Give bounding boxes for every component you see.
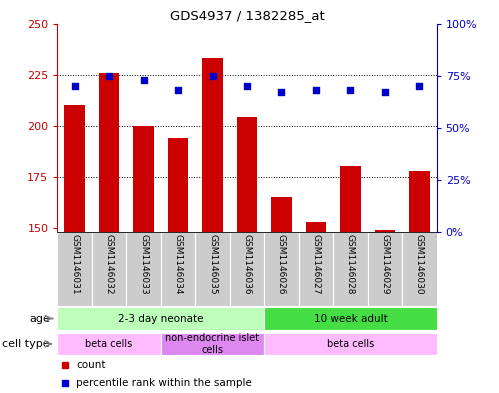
Point [174, 87, 182, 94]
Text: GSM1146033: GSM1146033 [139, 234, 148, 295]
Point [381, 89, 389, 95]
Text: beta cells: beta cells [85, 339, 133, 349]
Bar [195, 232, 230, 306]
Bar [161, 332, 264, 355]
Text: 2-3 day neonate: 2-3 day neonate [118, 314, 204, 323]
Bar [271, 197, 292, 232]
Text: cell type: cell type [2, 339, 50, 349]
Bar [264, 332, 437, 355]
Bar [368, 232, 402, 306]
Bar [264, 307, 437, 330]
Text: GSM1146028: GSM1146028 [346, 234, 355, 294]
Bar [57, 232, 92, 306]
Text: GSM1146035: GSM1146035 [208, 234, 217, 295]
Point [277, 89, 285, 95]
Bar [64, 105, 85, 232]
Text: GSM1146027: GSM1146027 [311, 234, 320, 294]
Bar [133, 126, 154, 232]
Bar [409, 171, 430, 232]
Point [105, 72, 113, 79]
Point [71, 83, 79, 89]
Text: beta cells: beta cells [327, 339, 374, 349]
Title: GDS4937 / 1382285_at: GDS4937 / 1382285_at [170, 9, 324, 22]
Bar [57, 332, 161, 355]
Bar [237, 118, 257, 232]
Bar [402, 232, 437, 306]
Text: GSM1146036: GSM1146036 [243, 234, 251, 295]
Bar [126, 232, 161, 306]
Point [140, 77, 148, 83]
Bar [161, 232, 195, 306]
Bar [99, 73, 119, 232]
Text: count: count [76, 360, 106, 370]
Point [415, 83, 423, 89]
Bar [57, 307, 264, 330]
Text: GSM1146031: GSM1146031 [70, 234, 79, 295]
Point [209, 72, 217, 79]
Bar [375, 230, 395, 232]
Point [243, 83, 251, 89]
Bar [168, 138, 189, 232]
Bar [333, 232, 368, 306]
Bar [264, 232, 299, 306]
Text: non-endocrine islet
cells: non-endocrine islet cells [166, 333, 259, 355]
Bar [299, 232, 333, 306]
Text: percentile rank within the sample: percentile rank within the sample [76, 378, 252, 387]
Text: 10 week adult: 10 week adult [313, 314, 387, 323]
Text: GSM1146032: GSM1146032 [105, 234, 114, 294]
Bar [340, 167, 361, 232]
Text: GSM1146026: GSM1146026 [277, 234, 286, 294]
Text: GSM1146029: GSM1146029 [380, 234, 389, 294]
Text: GSM1146030: GSM1146030 [415, 234, 424, 295]
Text: GSM1146034: GSM1146034 [174, 234, 183, 294]
Point [346, 87, 354, 94]
Point [312, 87, 320, 94]
Bar [230, 232, 264, 306]
Bar [92, 232, 126, 306]
Text: age: age [29, 314, 50, 323]
Bar [202, 58, 223, 232]
Bar [305, 222, 326, 232]
